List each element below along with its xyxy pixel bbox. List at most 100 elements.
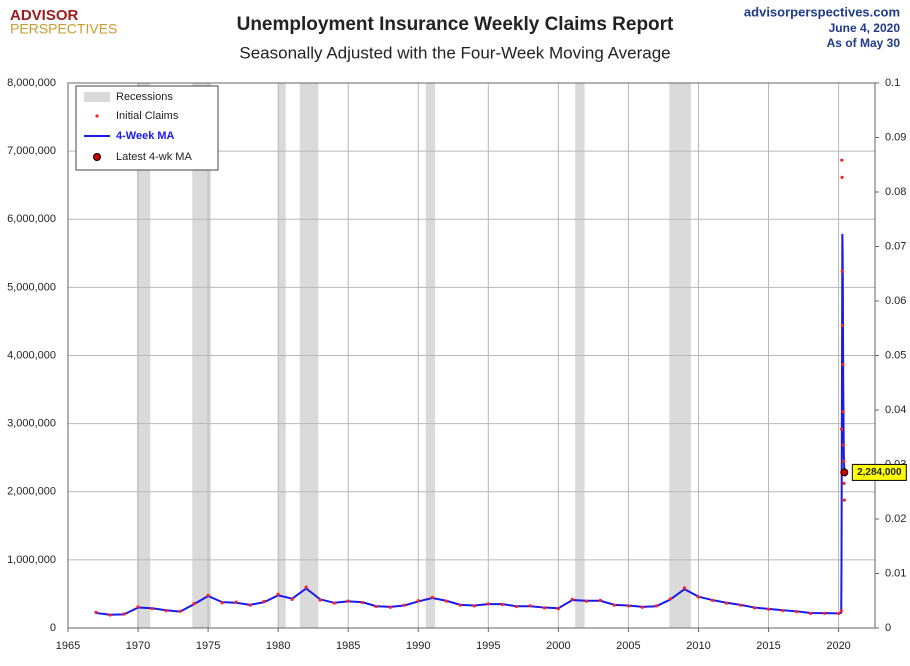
claims-dot [360, 600, 364, 605]
claims-dot [842, 498, 846, 502]
y-tick-label: 5,000,000 [7, 281, 56, 293]
claims-dot [542, 606, 546, 610]
y2-tick-label: 0.08 [885, 186, 906, 198]
y2-tick-label: 0.06 [885, 295, 906, 307]
value-label-box [851, 463, 907, 481]
y-tick-label: 8,000,000 [7, 77, 56, 89]
x-tick-label: 1980 [266, 640, 290, 652]
x-tick-label: 2010 [686, 640, 710, 652]
claims-dot [206, 593, 210, 597]
claims-dot [192, 601, 196, 606]
ma-line [95, 233, 846, 616]
claims-dot [710, 598, 715, 603]
legend-swatch [84, 92, 110, 102]
claims-dot [841, 323, 845, 327]
claims-dot [841, 443, 846, 447]
y2-tick-label: 0.05 [885, 349, 906, 361]
legend-label: 4-Week MA [116, 130, 175, 142]
claims-dot [108, 613, 112, 617]
claims-dot [472, 604, 476, 608]
source: As of May 30 [827, 36, 901, 50]
legend-label: Recessions [116, 91, 173, 103]
claims-dot [150, 606, 154, 611]
claims-dot [841, 410, 845, 414]
claims-dot [332, 601, 336, 605]
claims-dot [840, 269, 844, 273]
x-tick-label: 2015 [756, 640, 780, 652]
source: advisorperspectives.com [744, 4, 900, 19]
claims-dot [841, 362, 845, 367]
claims-dot [178, 609, 182, 613]
claims-dot [220, 601, 224, 605]
claims-dot [598, 598, 602, 603]
y-tick-label: 7,000,000 [7, 145, 56, 157]
claims-dot [528, 604, 532, 608]
latest-point [840, 468, 849, 477]
claims-dot [842, 459, 846, 463]
claims-dot [794, 610, 799, 614]
claims-dot [640, 605, 645, 609]
claims-dot [276, 592, 280, 596]
claims-dot [766, 607, 771, 611]
claims-dot [654, 604, 659, 608]
chart-title: Unemployment Insurance Weekly Claims Rep… [237, 14, 674, 35]
y-tick-label: 6,000,000 [7, 213, 56, 225]
claims-dot [840, 158, 844, 162]
legend-swatch [93, 153, 101, 161]
y2-tick-label: 0.1 [885, 77, 900, 89]
legend-label: Initial Claims [116, 110, 179, 122]
x-tick-label: 1995 [476, 640, 500, 652]
claims-dot [234, 600, 238, 604]
claims-dot [724, 601, 729, 605]
claims-dot [500, 602, 504, 607]
claims-dot [122, 612, 126, 616]
y2-tick-label: 0.02 [885, 513, 906, 525]
claims-dot [430, 595, 434, 599]
x-tick-label: 1965 [56, 640, 80, 652]
y2-tick-label: 0 [885, 622, 891, 634]
x-tick-label: 1975 [196, 640, 220, 652]
claims-dot [668, 597, 673, 601]
x-tick-label: 2020 [826, 640, 850, 652]
claims-dot [416, 599, 420, 603]
claims-dot [612, 603, 617, 607]
chart-subtitle: Seasonally Adjusted with the Four-Week M… [239, 43, 670, 62]
source: June 4, 2020 [829, 21, 901, 35]
claims-dot [842, 481, 846, 485]
y2-tick-label: 0.04 [885, 404, 906, 416]
claims-dot [584, 599, 588, 603]
x-tick-label: 2005 [616, 640, 640, 652]
claims-dot [248, 603, 252, 607]
claims-dot [486, 602, 490, 606]
claims-dot [290, 597, 294, 601]
y-tick-label: 3,000,000 [7, 418, 56, 430]
claims-dot [318, 598, 322, 602]
claims-dot [839, 427, 844, 431]
y2-tick-label: 0.07 [885, 240, 906, 252]
x-tick-label: 1985 [336, 640, 360, 652]
claims-dot [752, 606, 757, 610]
y-tick-label: 0 [50, 622, 56, 634]
claims-dot [839, 609, 843, 613]
claims-dot [458, 603, 462, 607]
y2-tick-label: 0.01 [885, 567, 906, 579]
claims-dot [626, 604, 631, 608]
legend: Recessions Initial Claims 4-Week MA Latest … [75, 85, 219, 171]
x-tick-label: 1990 [406, 640, 430, 652]
value-label: 2,284,000 [857, 467, 902, 478]
claims-dot [780, 609, 785, 613]
legend-label: Latest 4-wk MA [116, 151, 192, 163]
claims-dot [94, 610, 98, 614]
claims-dot [840, 175, 844, 179]
claims-dot [388, 605, 392, 609]
x-tick-label: 2000 [546, 640, 570, 652]
claims-dot [696, 595, 701, 599]
claims-dot [262, 599, 266, 604]
x-tick-label: 1970 [126, 640, 150, 652]
claims-dot [836, 611, 841, 616]
y-tick-label: 2,000,000 [7, 486, 56, 498]
claims-dot [556, 606, 560, 611]
y-tick-label: 4,000,000 [7, 349, 56, 361]
claims-dot [374, 604, 378, 609]
